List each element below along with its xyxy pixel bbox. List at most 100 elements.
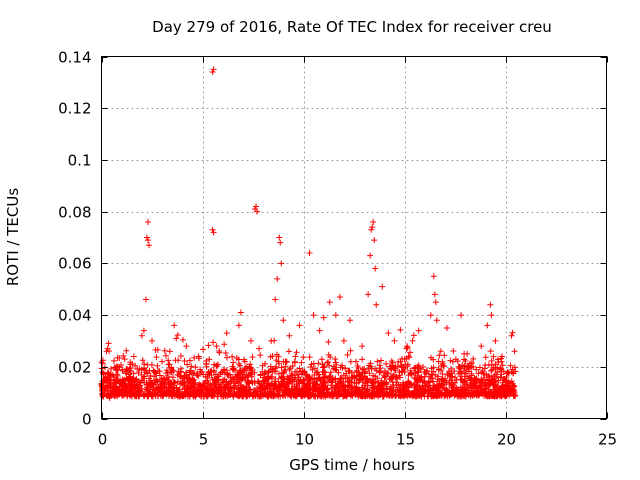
- data-point: [183, 343, 190, 350]
- data-point: [151, 368, 158, 375]
- data-point: [242, 365, 249, 372]
- data-point: [299, 391, 306, 398]
- data-point: [477, 382, 484, 389]
- data-point: [103, 348, 110, 355]
- data-point: [437, 348, 444, 355]
- data-point: [346, 378, 353, 385]
- data-point: [410, 391, 417, 398]
- data-point: [451, 392, 458, 399]
- data-point: [104, 345, 111, 352]
- data-point: [352, 392, 359, 399]
- data-point: [498, 393, 505, 400]
- data-point: [225, 371, 232, 378]
- data-point: [499, 362, 506, 369]
- data-point: [132, 362, 139, 369]
- data-point: [119, 366, 126, 373]
- data-point: [297, 392, 304, 399]
- data-point: [472, 379, 479, 386]
- data-point: [153, 354, 160, 361]
- data-point: [162, 380, 169, 387]
- data-point: [106, 394, 113, 401]
- data-point: [498, 366, 505, 373]
- data-point: [127, 359, 134, 366]
- data-point: [306, 250, 313, 257]
- data-point: [114, 388, 121, 395]
- data-point: [350, 387, 357, 394]
- data-point: [386, 386, 393, 393]
- data-point: [375, 386, 382, 393]
- data-point: [370, 372, 377, 379]
- data-point: [248, 373, 255, 380]
- data-point: [361, 366, 368, 373]
- y-tick-label: 0: [82, 411, 92, 429]
- data-point: [312, 382, 319, 389]
- data-point: [122, 368, 129, 375]
- data-point: [473, 392, 480, 399]
- data-point: [118, 392, 125, 399]
- data-point: [306, 354, 313, 361]
- data-point: [205, 388, 212, 395]
- data-point: [155, 386, 162, 393]
- data-point: [149, 337, 155, 344]
- y-tick-label: 0.08: [58, 204, 91, 222]
- data-point: [372, 365, 379, 372]
- data-point: [272, 296, 279, 303]
- y-axis-label: ROTI / TECUs: [4, 188, 22, 286]
- data-point: [253, 203, 260, 210]
- data-point: [353, 358, 360, 365]
- data-point: [495, 391, 502, 398]
- data-point: [217, 369, 224, 376]
- data-point: [285, 348, 292, 355]
- data-point: [389, 373, 396, 380]
- data-point: [122, 387, 129, 394]
- data-point: [127, 383, 134, 390]
- data-point: [185, 383, 192, 390]
- data-point: [192, 379, 199, 386]
- data-point: [307, 363, 314, 370]
- data-point: [144, 237, 151, 244]
- data-point: [322, 369, 329, 376]
- data-point: [494, 356, 501, 363]
- data-points: [98, 66, 519, 401]
- data-point: [510, 370, 517, 377]
- data-point: [433, 381, 440, 388]
- data-point: [273, 383, 280, 390]
- data-point: [135, 369, 142, 376]
- data-point: [280, 370, 287, 377]
- data-point: [329, 376, 336, 383]
- data-point: [367, 360, 374, 367]
- data-point: [235, 356, 242, 363]
- data-point: [174, 378, 181, 385]
- data-point: [195, 353, 202, 360]
- data-point: [463, 381, 470, 388]
- data-point: [230, 359, 237, 366]
- data-point: [181, 358, 188, 365]
- data-point: [343, 370, 350, 377]
- data-point: [113, 371, 120, 378]
- data-point: [500, 384, 507, 391]
- data-point: [162, 370, 169, 377]
- data-point: [367, 377, 374, 384]
- data-point: [400, 393, 407, 400]
- data-point: [360, 376, 367, 383]
- data-point: [286, 366, 293, 373]
- data-point: [315, 374, 322, 381]
- data-point: [370, 378, 377, 385]
- data-point: [314, 393, 321, 400]
- data-point: [354, 362, 361, 369]
- data-point: [259, 389, 266, 396]
- data-point: [368, 226, 375, 233]
- data-point: [203, 391, 210, 398]
- data-point: [478, 343, 485, 350]
- data-point: [400, 381, 407, 388]
- data-point: [488, 367, 495, 374]
- data-point: [110, 383, 117, 390]
- data-point: [155, 385, 162, 392]
- data-point: [199, 384, 206, 391]
- data-point: [275, 378, 282, 385]
- data-point: [485, 386, 492, 393]
- data-point: [391, 337, 398, 344]
- data-point: [398, 364, 405, 371]
- data-point: [374, 375, 381, 382]
- data-point: [219, 379, 226, 386]
